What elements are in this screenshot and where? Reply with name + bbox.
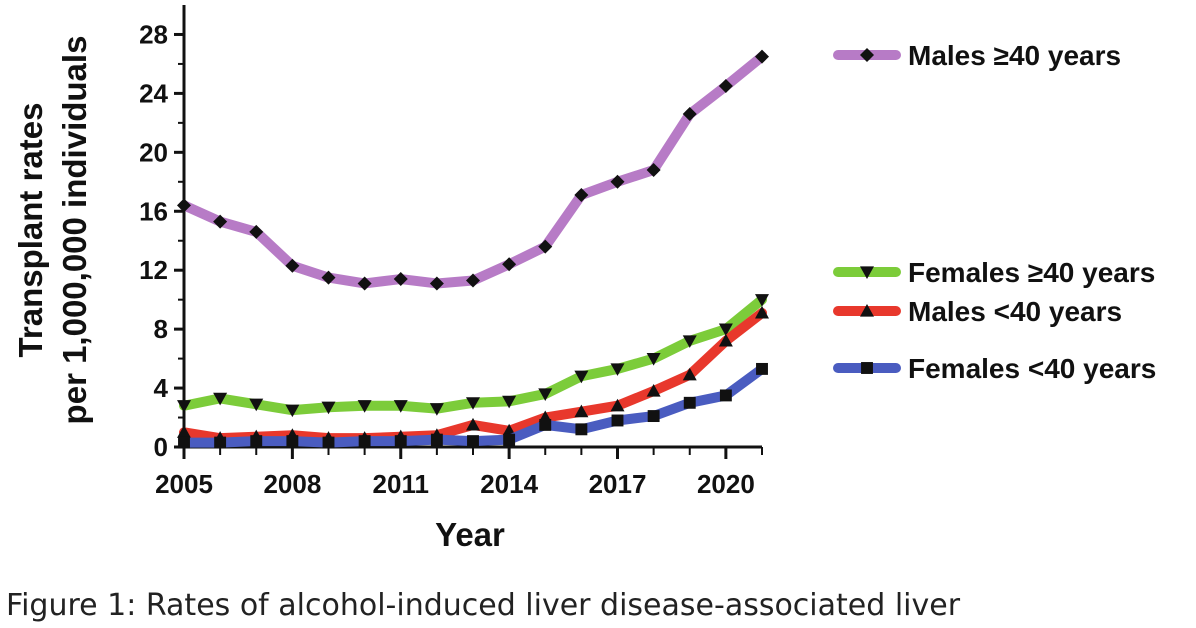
data-point <box>756 362 768 375</box>
data-point <box>249 224 264 239</box>
y-axis-label-line-2: per 1,000,000 individuals <box>56 36 93 425</box>
data-point <box>357 276 372 291</box>
data-point <box>321 401 336 415</box>
data-point <box>538 239 553 254</box>
data-point <box>249 398 264 412</box>
data-point <box>285 258 300 273</box>
series-2 <box>177 305 769 444</box>
data-point <box>466 397 480 410</box>
data-point <box>610 363 625 376</box>
data-point <box>610 398 625 412</box>
legend-label: Females <40 years <box>908 353 1156 384</box>
data-point <box>467 435 479 448</box>
data-point <box>429 276 444 291</box>
data-point <box>647 410 660 423</box>
legend-label: Females ≥40 years <box>908 257 1155 288</box>
data-point <box>502 257 517 272</box>
data-point <box>574 188 589 203</box>
data-point <box>177 425 191 438</box>
data-point <box>357 400 372 413</box>
y-tick-label: 28 <box>139 19 168 49</box>
data-point <box>466 417 480 431</box>
data-point <box>539 418 552 431</box>
x-tick-label: 2005 <box>155 469 213 499</box>
data-point <box>358 435 371 448</box>
x-tick-label: 2014 <box>480 469 538 499</box>
legend-label: Males ≥40 years <box>908 40 1121 71</box>
data-point <box>213 214 228 229</box>
y-tick-label: 16 <box>139 196 168 226</box>
figure-caption: Figure 1: Rates of alcohol-induced liver… <box>6 588 961 623</box>
data-point <box>394 435 407 448</box>
data-point <box>538 388 553 401</box>
legend-marker <box>860 266 874 279</box>
series-3 <box>178 362 768 449</box>
data-point <box>755 49 769 64</box>
data-point <box>755 305 769 319</box>
series-line <box>179 51 767 289</box>
data-point <box>214 436 227 449</box>
x-tick-label: 2011 <box>373 469 429 499</box>
y-tick-label: 4 <box>154 373 169 403</box>
data-point <box>610 174 625 189</box>
data-point <box>574 404 589 418</box>
data-point <box>682 107 697 122</box>
data-point <box>682 367 697 381</box>
data-point <box>755 294 769 307</box>
y-tick-label: 20 <box>139 137 168 167</box>
x-tick-label: 2008 <box>263 469 321 499</box>
data-point <box>177 198 191 213</box>
data-point <box>321 270 336 285</box>
data-point <box>178 436 190 449</box>
y-tick-label: 8 <box>154 314 168 344</box>
data-point <box>718 323 733 337</box>
x-tick-label: 2020 <box>697 469 755 499</box>
x-axis-label: Year <box>435 516 505 553</box>
data-point <box>718 333 733 347</box>
y-tick-label: 12 <box>139 255 168 285</box>
data-point <box>719 389 732 402</box>
legend-item: Females <40 years <box>833 353 1156 384</box>
data-point <box>646 384 661 397</box>
data-point <box>393 400 408 413</box>
legend-marker <box>861 362 873 374</box>
data-point <box>503 433 516 446</box>
series-line <box>179 294 767 416</box>
data-point <box>250 435 263 448</box>
data-point <box>429 403 444 416</box>
data-point <box>574 370 589 384</box>
y-tick-label: 0 <box>154 432 168 462</box>
data-point <box>430 433 443 446</box>
data-point <box>646 163 661 178</box>
data-point <box>502 395 517 409</box>
data-point <box>646 353 661 366</box>
data-point <box>611 414 624 427</box>
data-point <box>322 436 335 449</box>
legend-item: Males ≥40 years <box>833 40 1121 71</box>
data-point <box>286 435 299 448</box>
data-point <box>213 392 228 406</box>
data-point <box>682 335 697 348</box>
legend-marker <box>860 48 874 62</box>
data-point <box>466 273 480 288</box>
data-point <box>393 272 408 287</box>
legend-marker <box>860 304 874 317</box>
series-1 <box>177 294 769 418</box>
y-axis-label-line-1: Transplant rates <box>12 103 49 358</box>
legend-label: Males <40 years <box>908 296 1122 327</box>
data-point <box>177 400 191 413</box>
line-chart: Transplant rates per 1,000,000 individua… <box>12 5 1156 553</box>
y-tick-label: 24 <box>139 78 168 108</box>
data-point <box>285 404 300 418</box>
data-point <box>718 79 733 94</box>
x-tick-label: 2017 <box>589 469 647 499</box>
series-0 <box>177 49 769 291</box>
legend-item: Females ≥40 years <box>833 257 1155 288</box>
legend-item: Males <40 years <box>833 296 1122 327</box>
data-point <box>683 396 696 409</box>
data-point <box>575 423 588 436</box>
